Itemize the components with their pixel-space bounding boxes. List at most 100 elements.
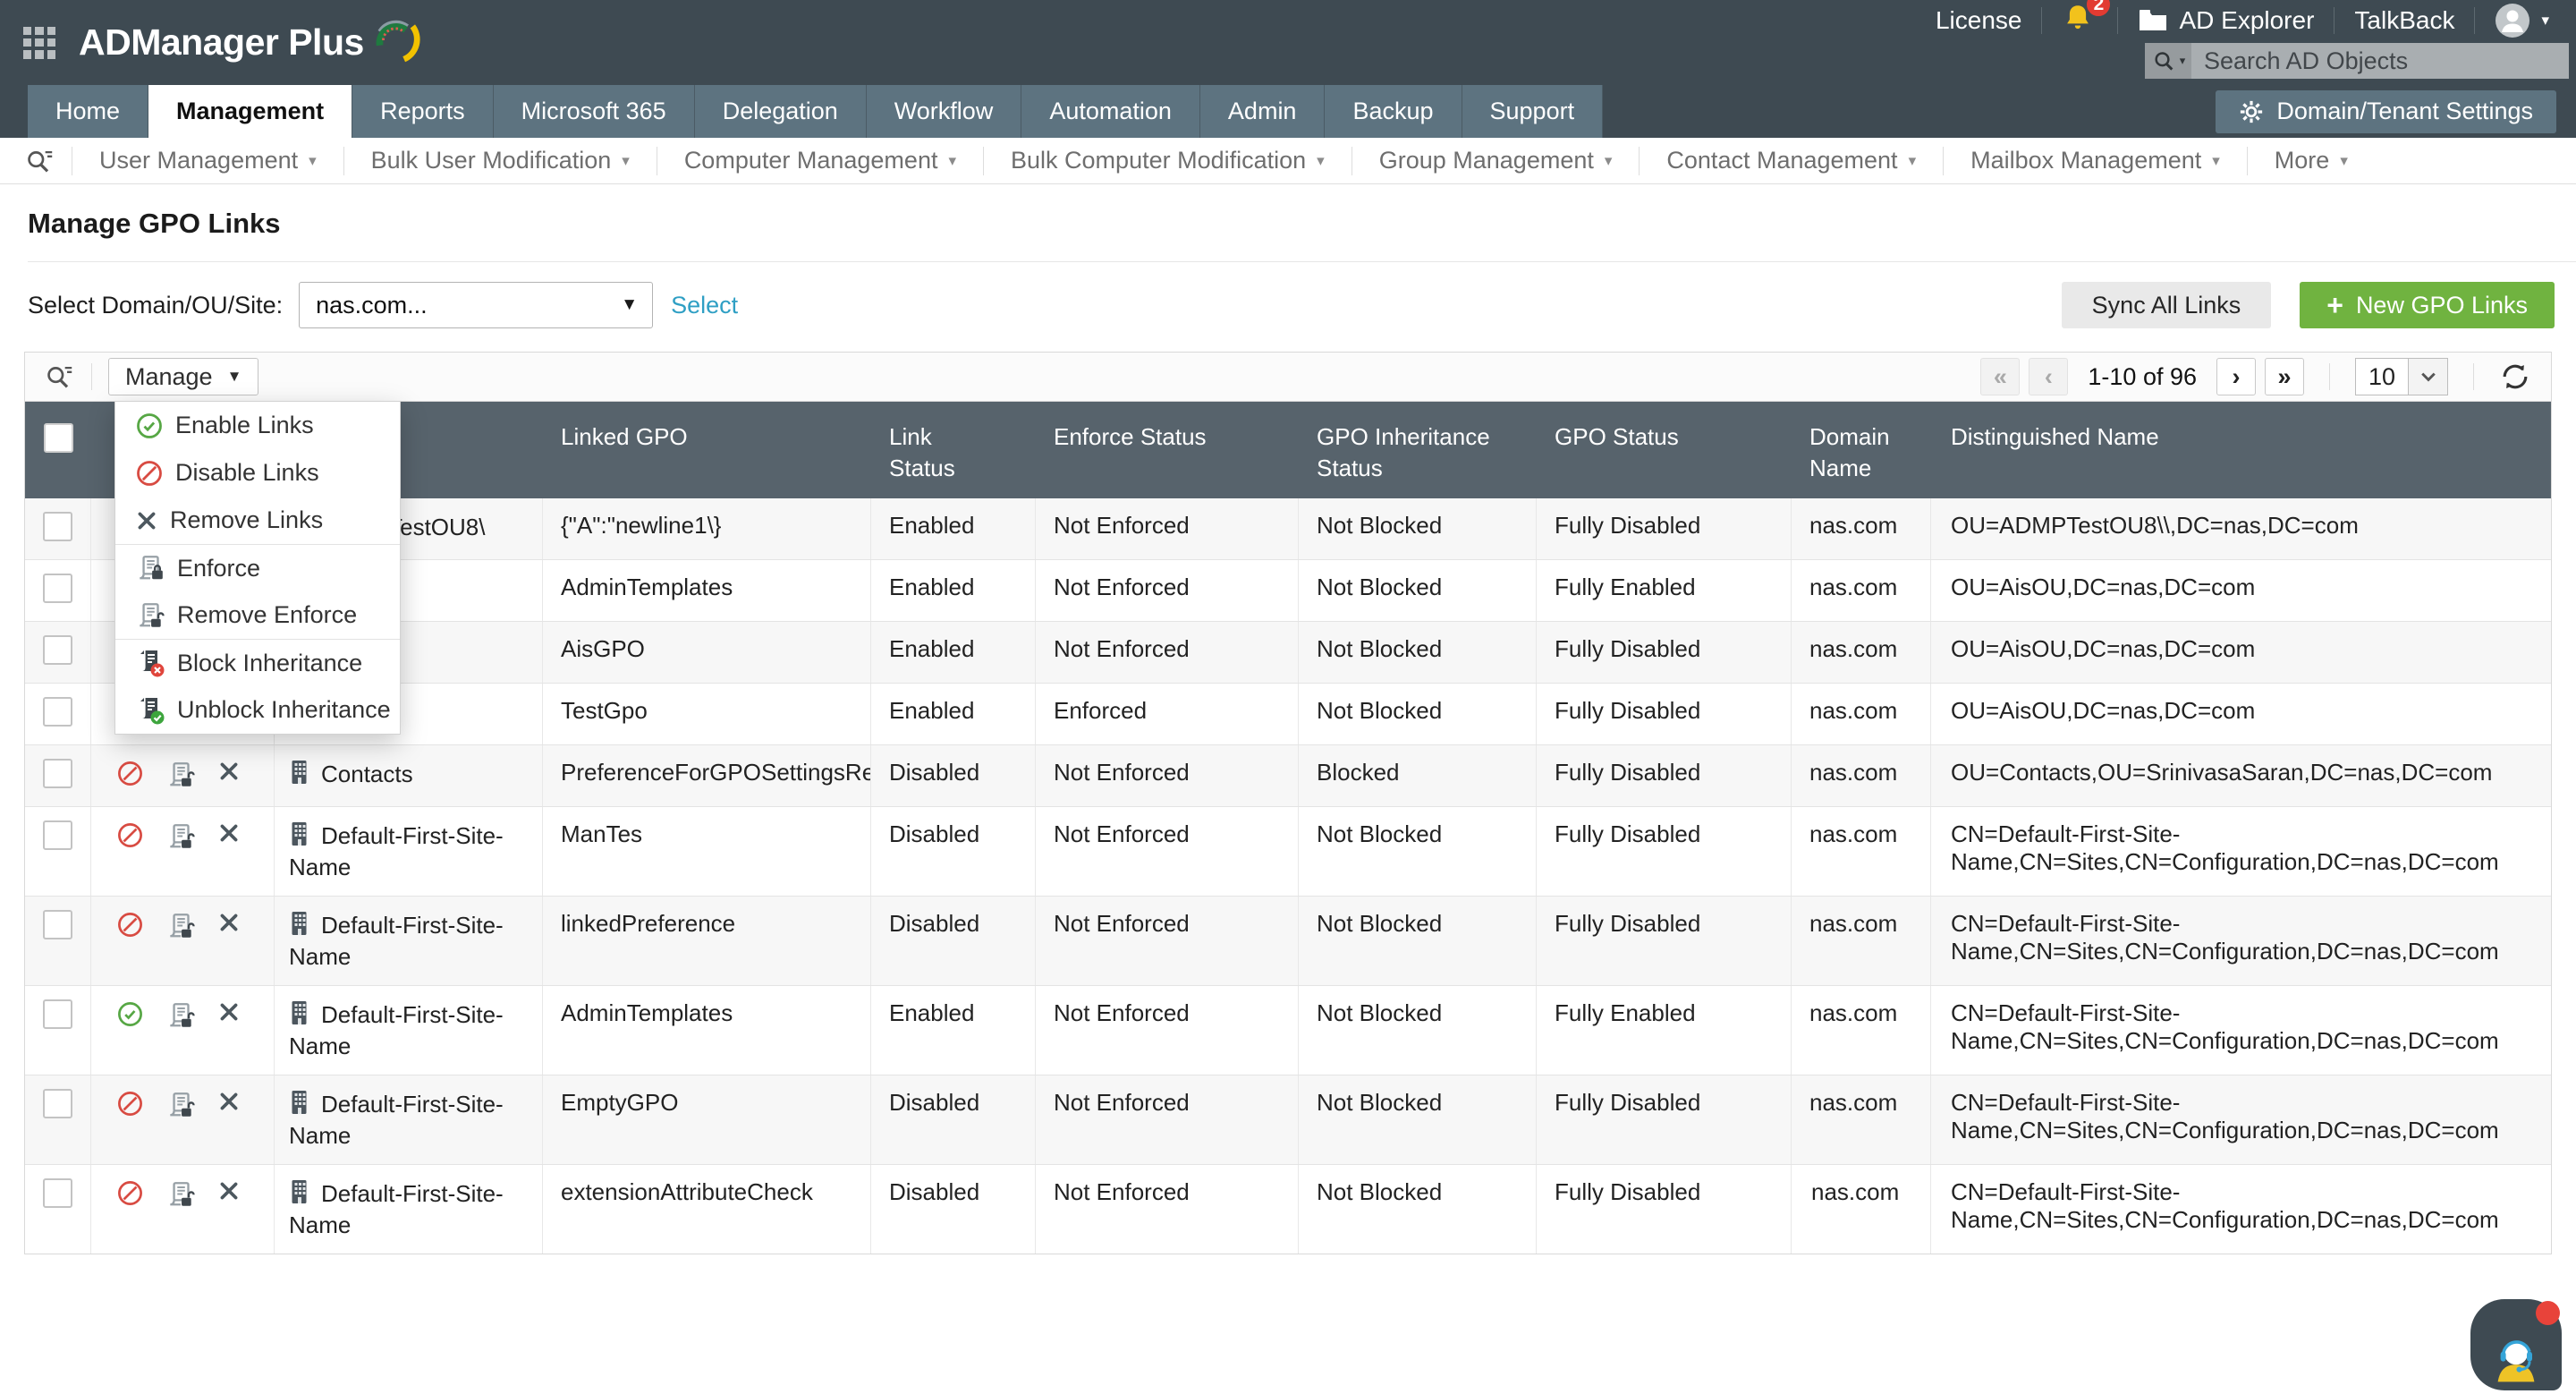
menu-item-enforce[interactable]: Enforce xyxy=(115,544,400,591)
domain-name: nas.com xyxy=(1792,745,1931,806)
table-row[interactable]: AisOU AdminTemplates Enabled Not Enforce… xyxy=(25,559,2551,621)
subnav-computer-management[interactable]: Computer Management ▾ xyxy=(657,146,985,175)
row-checkbox[interactable] xyxy=(43,574,72,603)
row-checkbox[interactable] xyxy=(43,635,72,665)
tab-support[interactable]: Support xyxy=(1462,85,1604,138)
prev-page-button[interactable]: ‹ xyxy=(2029,358,2069,395)
tab-management[interactable]: Management xyxy=(148,85,353,138)
apps-grid-icon[interactable] xyxy=(23,26,55,59)
col-gpo-status[interactable]: GPO Status xyxy=(1555,423,1679,450)
subnav-contact-management[interactable]: Contact Management ▾ xyxy=(1640,146,1945,175)
row-checkbox[interactable] xyxy=(43,910,72,939)
table-row[interactable]: Default-First-Site-Name linkedPreference… xyxy=(25,896,2551,985)
menu-item-remove-links[interactable]: Remove Links xyxy=(115,497,400,544)
subnav-mailbox-management[interactable]: Mailbox Management ▾ xyxy=(1944,146,2248,175)
col-link-status[interactable]: Link Status xyxy=(889,423,955,481)
row-name: Default-First-Site-Name xyxy=(289,912,504,970)
headset-agent-icon xyxy=(2482,1326,2550,1390)
subnav-group-management[interactable]: Group Management ▾ xyxy=(1352,146,1640,175)
enforce-link-icon[interactable] xyxy=(165,1179,196,1210)
license-link[interactable]: License xyxy=(1935,6,2022,34)
remove-link-icon[interactable] xyxy=(217,760,241,783)
table-row[interactable]: Default-First-Site-Name AdminTemplates E… xyxy=(25,985,2551,1075)
col-gpo-inheritance-status[interactable]: GPO Inheritance Status xyxy=(1317,423,1490,481)
domain-select-dropdown[interactable]: nas.com... ▼ xyxy=(299,282,654,328)
remove-link-icon[interactable] xyxy=(217,1000,241,1024)
link-disabled-icon[interactable] xyxy=(116,1179,144,1207)
link-enabled-icon[interactable] xyxy=(116,1000,144,1028)
notifications-button[interactable]: 2 xyxy=(2042,0,2117,40)
row-checkbox[interactable] xyxy=(43,512,72,541)
new-gpo-links-button[interactable]: + New GPO Links xyxy=(2300,282,2555,328)
table-search-icon[interactable] xyxy=(45,361,75,392)
row-checkbox[interactable] xyxy=(43,1089,72,1118)
tab-automation[interactable]: Automation xyxy=(1021,85,1200,138)
remove-link-icon[interactable] xyxy=(217,911,241,934)
col-linked-gpo[interactable]: Linked GPO xyxy=(561,423,688,450)
tab-microsoft-365[interactable]: Microsoft 365 xyxy=(493,85,695,138)
tab-admin[interactable]: Admin xyxy=(1199,85,1326,138)
page-size-select[interactable]: 10 xyxy=(2355,358,2448,395)
subnav-user-management[interactable]: User Management ▾ xyxy=(72,146,344,175)
row-checkbox[interactable] xyxy=(43,697,72,727)
table-row[interactable]: Contacts PreferenceForGPOSettingsReport … xyxy=(25,744,2551,806)
col-domain-name[interactable]: Domain Name xyxy=(1809,423,1890,481)
next-page-button[interactable]: › xyxy=(2216,358,2256,395)
enforce-link-icon[interactable] xyxy=(165,1000,196,1031)
last-page-button[interactable]: » xyxy=(2265,358,2304,395)
table-row[interactable]: ADMPTestOU8\ {"A":"newline1\} Enabled No… xyxy=(25,498,2551,559)
search-icon[interactable]: ▾ xyxy=(2145,43,2191,79)
linked-gpo: extensionAttributeCheck xyxy=(543,1165,871,1254)
link-disabled-icon[interactable] xyxy=(116,911,144,939)
menu-item-unblock-inheritance[interactable]: Unblock Inheritance xyxy=(115,686,400,734)
table-row[interactable]: AisOU TestGpo Enabled Enforced Not Block… xyxy=(25,683,2551,744)
subnav-search-icon[interactable] xyxy=(9,146,72,175)
sync-all-links-button[interactable]: Sync All Links xyxy=(2061,282,2272,328)
subnav-bulk-user-modification[interactable]: Bulk User Modification ▾ xyxy=(344,146,657,175)
support-chat-button[interactable] xyxy=(2470,1299,2562,1390)
domain-tenant-settings-button[interactable]: Domain/Tenant Settings xyxy=(2216,89,2556,133)
subnav-more[interactable]: More ▾ xyxy=(2274,147,2348,174)
table-row[interactable]: Default-First-Site-Name ManTes Disabled … xyxy=(25,806,2551,896)
tab-reports[interactable]: Reports xyxy=(352,85,494,138)
table-row[interactable]: Default-First-Site-Name EmptyGPO Disable… xyxy=(25,1075,2551,1164)
select-link[interactable]: Select xyxy=(671,291,739,319)
remove-link-icon[interactable] xyxy=(217,1179,241,1203)
first-page-button[interactable]: « xyxy=(1980,358,2021,395)
row-name: Default-First-Site-Name xyxy=(289,822,504,880)
menu-item-enable-links[interactable]: Enable Links xyxy=(115,402,400,449)
row-checkbox[interactable] xyxy=(43,999,72,1029)
tab-delegation[interactable]: Delegation xyxy=(694,85,867,138)
menu-item-block-inheritance[interactable]: Block Inheritance xyxy=(115,639,400,686)
enforce-link-icon[interactable] xyxy=(165,760,196,790)
menu-item-disable-links[interactable]: Disable Links xyxy=(115,449,400,497)
col-distinguished-name[interactable]: Distinguished Name xyxy=(1951,423,2159,450)
talkback-link[interactable]: TalkBack xyxy=(2354,6,2455,34)
manage-dropdown-button[interactable]: Manage ▼ xyxy=(108,358,259,395)
row-checkbox[interactable] xyxy=(43,759,72,788)
select-all-checkbox[interactable] xyxy=(43,423,73,453)
link-disabled-icon[interactable] xyxy=(116,1090,144,1118)
table-row[interactable]: Default-First-Site-Name extensionAttribu… xyxy=(25,1164,2551,1254)
enforce-link-icon[interactable] xyxy=(165,821,196,852)
refresh-button[interactable] xyxy=(2499,361,2531,393)
enforce-link-icon[interactable] xyxy=(165,1090,196,1120)
remove-link-icon[interactable] xyxy=(217,1090,241,1113)
menu-item-remove-enforce[interactable]: Remove Enforce xyxy=(115,591,400,639)
ad-search: ▾ xyxy=(2145,43,2569,79)
user-menu[interactable]: ▾ xyxy=(2475,3,2569,38)
tab-home[interactable]: Home xyxy=(28,85,149,138)
link-disabled-icon[interactable] xyxy=(116,821,144,849)
tab-backup[interactable]: Backup xyxy=(1325,85,1462,138)
row-checkbox[interactable] xyxy=(43,1178,72,1208)
tab-workflow[interactable]: Workflow xyxy=(866,85,1022,138)
enforce-link-icon[interactable] xyxy=(165,911,196,941)
row-checkbox[interactable] xyxy=(43,820,72,850)
col-enforce-status[interactable]: Enforce Status xyxy=(1054,423,1207,450)
subnav-bulk-computer-modification[interactable]: Bulk Computer Modification ▾ xyxy=(984,146,1352,175)
table-row[interactable]: AisOU AisGPO Enabled Not Enforced Not Bl… xyxy=(25,621,2551,683)
ad-explorer-link[interactable]: AD Explorer xyxy=(2118,6,2334,35)
remove-link-icon[interactable] xyxy=(217,821,241,845)
search-input[interactable] xyxy=(2191,43,2569,79)
link-disabled-icon[interactable] xyxy=(116,760,144,787)
